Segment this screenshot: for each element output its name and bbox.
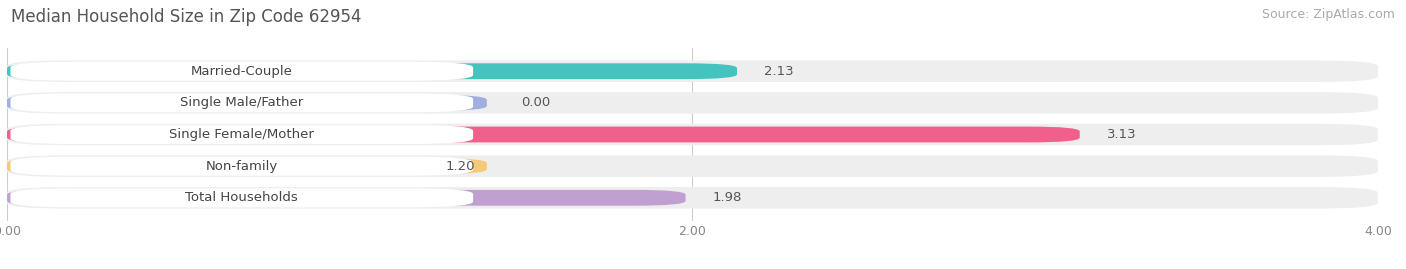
FancyBboxPatch shape (7, 155, 1378, 177)
Text: Single Male/Father: Single Male/Father (180, 96, 304, 109)
FancyBboxPatch shape (7, 187, 1378, 208)
Text: Total Households: Total Households (186, 191, 298, 204)
FancyBboxPatch shape (7, 158, 486, 174)
FancyBboxPatch shape (7, 63, 737, 79)
FancyBboxPatch shape (10, 188, 472, 207)
Text: 1.20: 1.20 (446, 160, 475, 173)
FancyBboxPatch shape (10, 93, 472, 112)
Text: Median Household Size in Zip Code 62954: Median Household Size in Zip Code 62954 (11, 8, 361, 26)
Text: Married-Couple: Married-Couple (191, 65, 292, 78)
Text: 3.13: 3.13 (1107, 128, 1137, 141)
Text: 1.98: 1.98 (713, 191, 742, 204)
Text: Non-family: Non-family (205, 160, 278, 173)
FancyBboxPatch shape (10, 62, 472, 81)
FancyBboxPatch shape (10, 157, 472, 176)
FancyBboxPatch shape (10, 125, 472, 144)
Text: 2.13: 2.13 (765, 65, 794, 78)
Text: Single Female/Mother: Single Female/Mother (169, 128, 314, 141)
FancyBboxPatch shape (7, 92, 1378, 114)
FancyBboxPatch shape (7, 124, 1378, 145)
FancyBboxPatch shape (7, 127, 1080, 142)
FancyBboxPatch shape (7, 61, 1378, 82)
FancyBboxPatch shape (7, 95, 486, 111)
Text: Source: ZipAtlas.com: Source: ZipAtlas.com (1261, 8, 1395, 21)
Text: 0.00: 0.00 (522, 96, 550, 109)
FancyBboxPatch shape (7, 190, 686, 206)
